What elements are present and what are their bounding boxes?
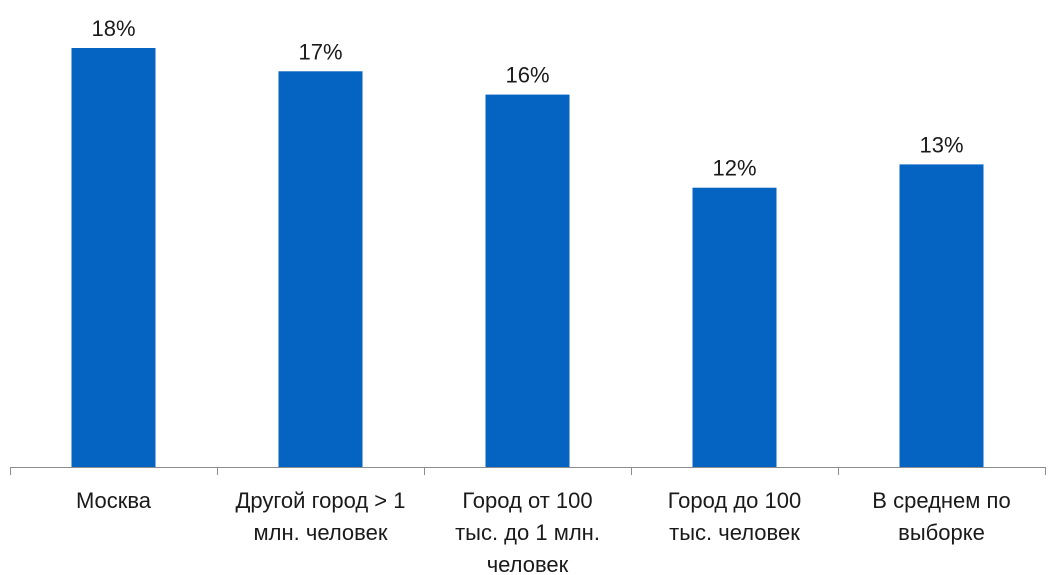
category-tick-label: Город от 100 тыс. до 1 млн. человек: [455, 488, 600, 575]
data-label: 17%: [298, 39, 342, 64]
bar: [485, 94, 570, 467]
data-label: 12%: [712, 156, 756, 181]
category-tick-label: В среднем по выборке: [872, 488, 1010, 545]
category-tick-label-line: человек: [487, 552, 569, 575]
category-labels-layer: Москва Другой город > 1 млн. человек Город …: [76, 488, 1011, 575]
bars-layer: [71, 48, 984, 468]
category-tick-label-line: Город до 100: [668, 488, 802, 513]
data-label: 13%: [919, 132, 963, 157]
category-tick-label-line: В среднем по: [872, 488, 1010, 513]
category-tick-label-line: Город от 100: [462, 488, 592, 513]
bar: [71, 48, 156, 467]
bar: [278, 71, 363, 468]
category-tick-label-line: тыс. человек: [669, 520, 800, 545]
bar: [692, 187, 777, 467]
category-tick-label-line: Москва: [76, 488, 152, 513]
category-tick-label: Другой город > 1 млн. человек: [236, 488, 406, 545]
category-tick-label: Москва: [76, 488, 152, 513]
data-label: 16%: [505, 63, 549, 88]
category-tick-label-line: тыс. до 1 млн.: [455, 520, 600, 545]
value-labels-layer: 18% 17% 16% 12% 13%: [91, 16, 963, 181]
data-label: 18%: [91, 16, 135, 41]
bar: [899, 164, 984, 467]
category-tick-label-line: Другой город > 1: [236, 488, 406, 513]
category-tick-label: Город до 100 тыс. человек: [668, 488, 802, 545]
x-axis: [10, 467, 1046, 475]
category-tick-label-line: млн. человек: [254, 520, 388, 545]
category-tick-label-line: выборке: [898, 520, 985, 545]
